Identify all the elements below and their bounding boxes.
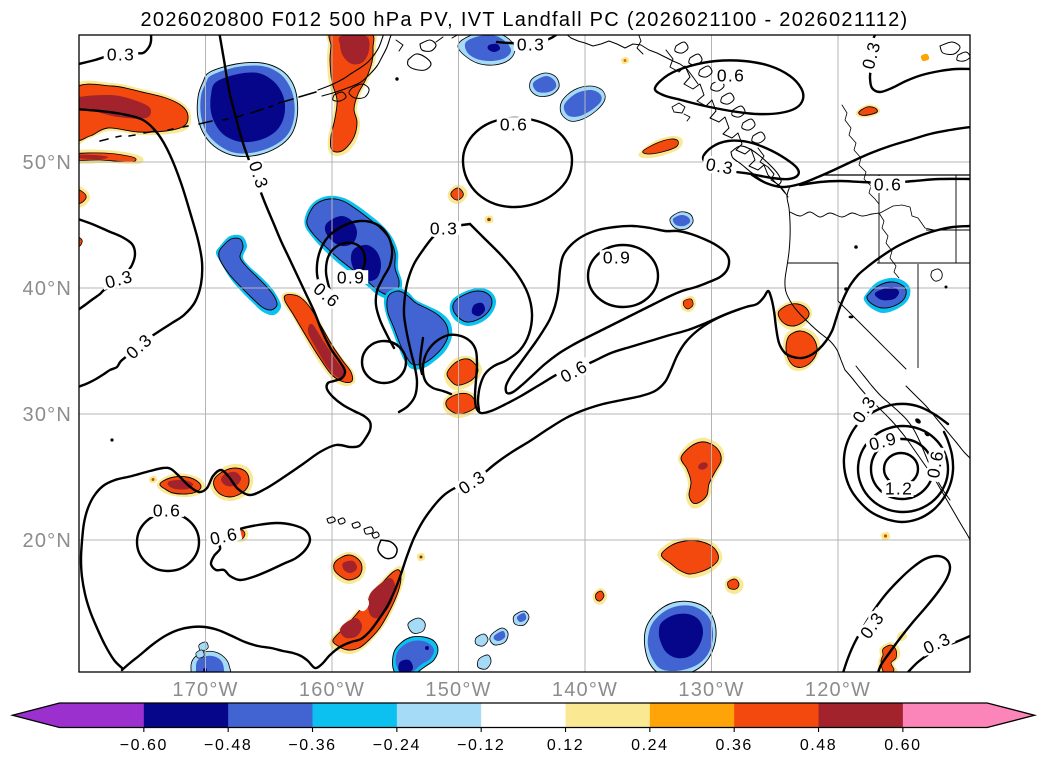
svg-text:0.3: 0.3: [430, 218, 458, 238]
svg-text:0.24: 0.24: [631, 737, 668, 754]
svg-text:0.3: 0.3: [517, 34, 545, 54]
svg-text:0.9: 0.9: [603, 247, 631, 267]
svg-text:1.2: 1.2: [885, 478, 913, 498]
svg-text:0.6: 0.6: [153, 500, 181, 520]
svg-text:0.60: 0.60: [884, 737, 921, 754]
svg-text:−0.48: −0.48: [204, 737, 252, 754]
svg-text:0.3: 0.3: [704, 154, 735, 179]
svg-text:0.36: 0.36: [716, 737, 753, 754]
svg-text:0.6: 0.6: [500, 114, 528, 134]
svg-text:160°W: 160°W: [299, 679, 365, 701]
svg-text:0.12: 0.12: [547, 737, 584, 754]
svg-text:170°W: 170°W: [172, 679, 238, 701]
svg-text:0.48: 0.48: [800, 737, 837, 754]
svg-text:−0.12: −0.12: [457, 737, 505, 754]
svg-text:130°W: 130°W: [678, 679, 744, 701]
svg-text:120°W: 120°W: [805, 679, 871, 701]
svg-text:0.6: 0.6: [923, 448, 948, 479]
svg-text:0.6: 0.6: [717, 65, 745, 85]
svg-text:50°N: 50°N: [23, 152, 73, 174]
svg-text:140°W: 140°W: [552, 679, 618, 701]
svg-text:0.6: 0.6: [874, 174, 902, 194]
svg-text:40°N: 40°N: [23, 278, 73, 300]
svg-text:2026020800 F012 500 hPa PV, IV: 2026020800 F012 500 hPa PV, IVT Landfall…: [140, 9, 908, 31]
svg-text:150°W: 150°W: [425, 679, 491, 701]
svg-text:0.6: 0.6: [208, 524, 240, 549]
svg-text:−0.36: −0.36: [288, 737, 336, 754]
svg-text:0.9: 0.9: [337, 267, 365, 287]
svg-text:0.3: 0.3: [107, 44, 135, 64]
svg-text:−0.24: −0.24: [373, 737, 421, 754]
svg-text:30°N: 30°N: [23, 404, 73, 426]
svg-text:−0.60: −0.60: [120, 737, 168, 754]
svg-text:20°N: 20°N: [23, 530, 73, 552]
